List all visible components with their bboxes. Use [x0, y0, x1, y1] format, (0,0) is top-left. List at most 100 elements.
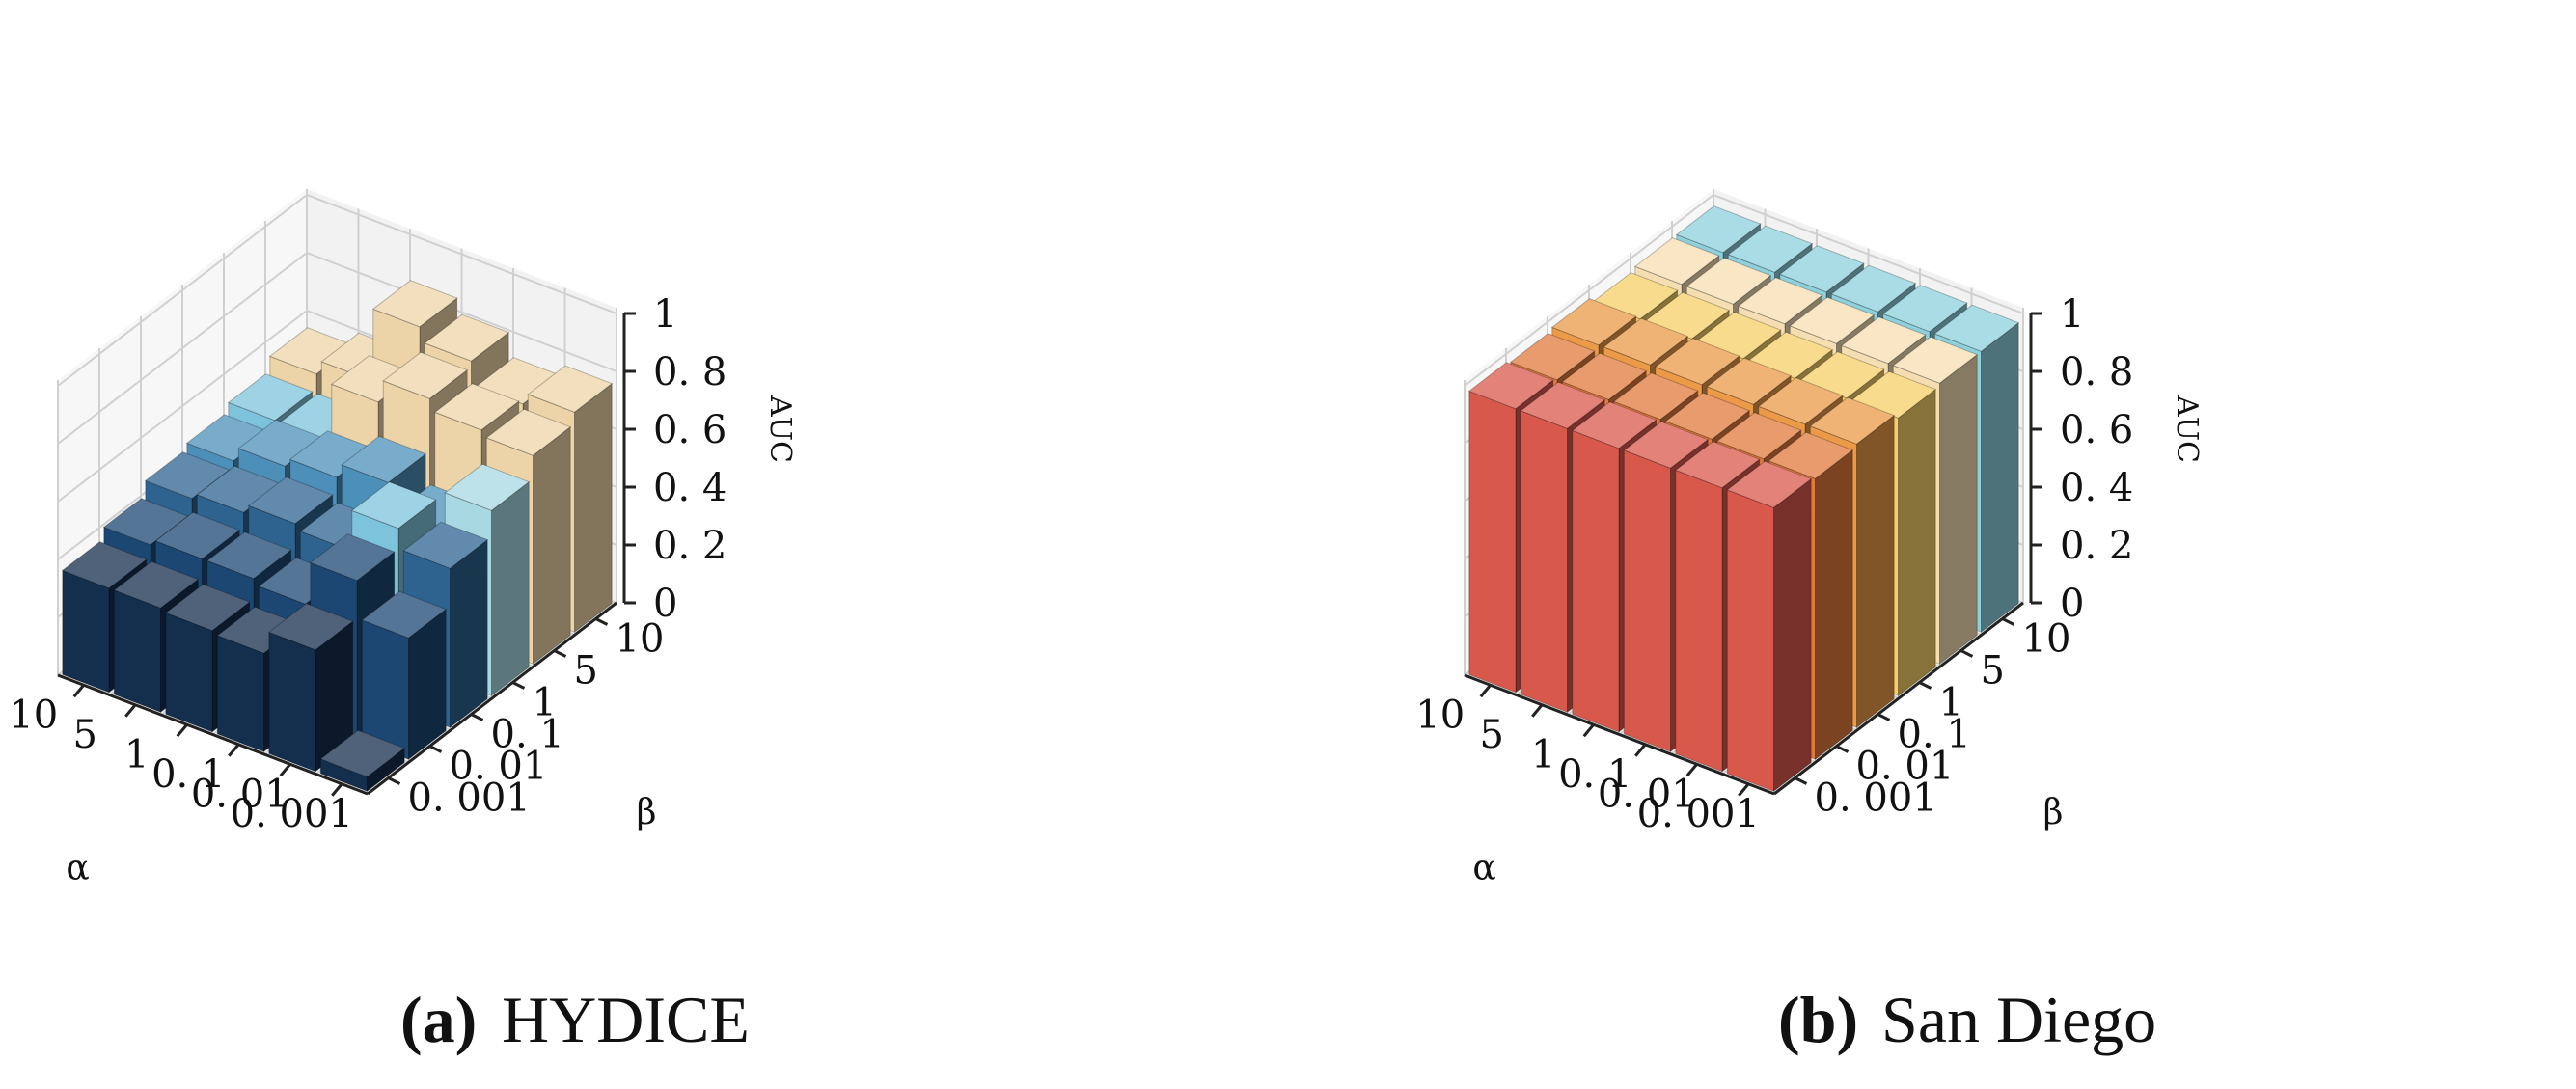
- z-tick-label: 0. 4: [653, 466, 726, 510]
- bar-top-face: [1778, 245, 1865, 293]
- z-tick-label: 0. 8: [2060, 350, 2133, 395]
- bar-top-face: [154, 511, 241, 559]
- axes: [1464, 313, 2033, 796]
- z-axis-title: AUC: [763, 395, 797, 463]
- bar-top-face: [485, 408, 572, 456]
- bar-top-face: [144, 451, 231, 500]
- bar-side-face: [533, 425, 571, 666]
- bar-top-face: [1675, 205, 1762, 254]
- alpha-axis-line: [57, 673, 369, 796]
- beta-tick: [1877, 713, 1891, 721]
- bar-front-face: [1468, 390, 1517, 694]
- beta-tick-label: 10: [616, 617, 665, 662]
- alpha-tick-label: 0. 001: [1637, 792, 1760, 836]
- alpha-tick-label: 0. 01: [1598, 772, 1696, 816]
- alpha-tick-label: 10: [9, 693, 58, 737]
- bar-front-face: [1572, 429, 1620, 733]
- alpha-tick: [176, 723, 188, 738]
- beta-tick-label: 0. 001: [1815, 776, 1937, 821]
- bar-front-face: [216, 635, 264, 753]
- alpha-tick: [331, 782, 343, 797]
- beta-axis-line: [1773, 601, 2024, 796]
- bar-top-face: [1654, 338, 1740, 386]
- bar-top-face: [247, 476, 334, 525]
- alpha-tick: [72, 684, 85, 698]
- bar: [319, 729, 406, 793]
- beta-tick: [1959, 649, 1974, 658]
- bar-top-face: [267, 603, 354, 651]
- bar-top-face: [1685, 257, 1772, 305]
- bar-top-face: [402, 521, 489, 569]
- alpha-tick: [1582, 723, 1595, 738]
- bar-top-face: [1467, 362, 1554, 410]
- alpha-axis-title: α: [66, 849, 89, 888]
- beta-tick: [470, 713, 484, 721]
- beta-tick-label: 5: [1981, 649, 2005, 694]
- beta-tick-label: 0. 01: [450, 745, 548, 789]
- bar-top-face: [206, 531, 292, 580]
- bar-side-face: [450, 538, 488, 729]
- bar-top-face: [1809, 396, 1896, 445]
- beta-axis-title: β: [2043, 793, 2064, 832]
- alpha-tick-label: 1: [124, 732, 149, 776]
- bar-side-face: [1856, 414, 1895, 729]
- beta-tick-label: 0. 1: [491, 713, 564, 757]
- beta-axis-title: β: [637, 793, 657, 832]
- bar-top-face: [444, 463, 531, 511]
- alpha-tick-label: 10: [1415, 693, 1465, 737]
- z-tick-label: 0. 2: [653, 524, 726, 568]
- bar-top-face: [1633, 237, 1720, 286]
- bar-top-face: [1706, 357, 1793, 405]
- bar-top-face: [1726, 460, 1813, 508]
- bar-top-face: [361, 590, 448, 639]
- bar-front-face: [165, 612, 213, 733]
- bar-top-face: [1603, 317, 1689, 366]
- beta-tick-label: 0. 1: [1898, 713, 1971, 757]
- beta-tick: [511, 681, 526, 690]
- bar: [267, 603, 354, 773]
- caption-title-san-diego: San Diego: [1881, 983, 2156, 1056]
- bar-top-face: [1840, 316, 1927, 365]
- bar-top-face: [1550, 298, 1637, 346]
- z-tick-label: 0. 6: [2060, 408, 2133, 452]
- bar-side-face: [1773, 477, 1812, 793]
- bar-top-face: [1757, 377, 1844, 425]
- beta-tick: [1835, 745, 1850, 753]
- bar-top-face: [319, 729, 406, 777]
- alpha-tick-label: 0. 01: [191, 772, 289, 816]
- bar-front-face: [1520, 410, 1568, 714]
- bar-top-face: [164, 584, 251, 632]
- bar-top-face: [1737, 277, 1823, 325]
- bar-top-face: [1674, 441, 1761, 489]
- alpha-tick: [1738, 782, 1750, 797]
- bar-top-face: [1715, 412, 1802, 460]
- bar-top-face: [424, 313, 510, 362]
- bar-top-face: [113, 560, 200, 609]
- bar-top-face: [1664, 392, 1751, 440]
- bar-top-face: [1623, 421, 1710, 469]
- alpha-tick-label: 5: [1480, 713, 1504, 757]
- alpha-tick-label: 0. 1: [151, 752, 225, 797]
- z-tick-label: 1: [653, 292, 677, 337]
- z-tick-label: 0: [653, 582, 677, 626]
- alpha-tick: [1531, 703, 1544, 718]
- bar-top-face: [1571, 401, 1658, 449]
- bar-top-face: [1768, 431, 1854, 479]
- beta-tick-label: 0. 001: [408, 776, 531, 821]
- bar-top-face: [102, 498, 189, 546]
- beta-tick: [428, 745, 443, 753]
- bar-front-face: [268, 631, 316, 773]
- bar-top-face: [433, 383, 520, 431]
- bar-front-face: [1675, 469, 1723, 773]
- bar-top-face: [1881, 285, 1968, 333]
- bar-top-face: [1509, 333, 1596, 381]
- caption-hydice: (a) HYDICE: [400, 983, 750, 1056]
- beta-tick: [553, 649, 567, 658]
- beta-tick: [594, 617, 609, 626]
- beta-tick-label: 1: [1939, 681, 1963, 725]
- bar-top-face: [1892, 336, 1979, 384]
- bar-top-face: [1933, 304, 2020, 352]
- bars: [1467, 205, 2020, 793]
